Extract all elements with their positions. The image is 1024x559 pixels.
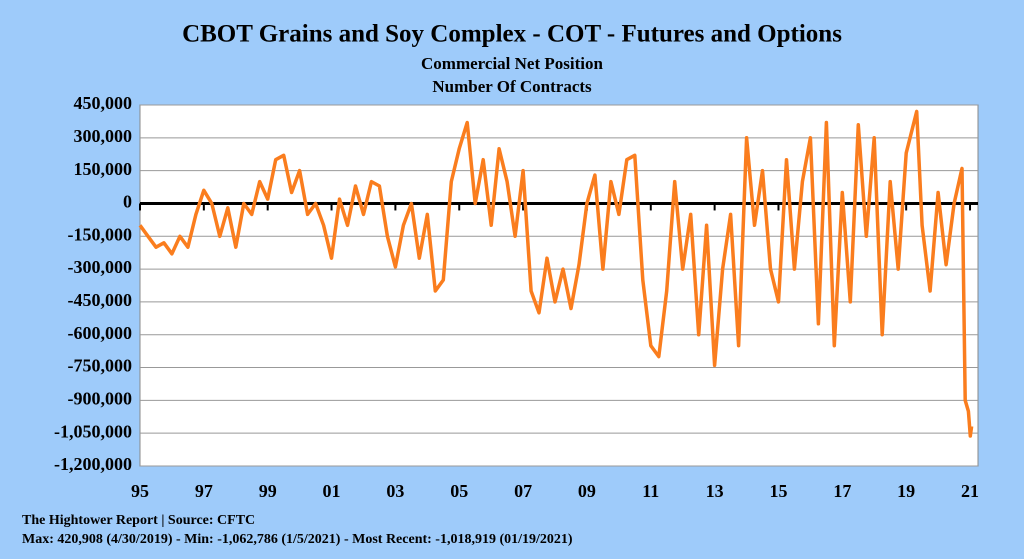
y-tick-label: 0: [123, 192, 132, 212]
x-tick-label: 01: [323, 481, 341, 501]
y-tick-label: -1,050,000: [54, 421, 132, 441]
x-tick-label: 15: [769, 481, 787, 501]
x-tick-label: 11: [642, 481, 659, 501]
x-tick-label: 09: [578, 481, 596, 501]
data-line: [138, 109, 974, 438]
y-tick-label: -750,000: [68, 356, 133, 376]
y-tick-label: -900,000: [68, 388, 133, 408]
x-tick-label: 19: [897, 481, 915, 501]
x-tick-label: 05: [450, 481, 468, 501]
y-tick-label: 150,000: [74, 159, 133, 179]
x-tick-label: 07: [514, 481, 532, 501]
x-tick-label: 13: [706, 481, 724, 501]
chart-title: CBOT Grains and Soy Complex - COT - Futu…: [182, 21, 842, 48]
y-tick-label: 300,000: [74, 126, 133, 146]
y-tick-label: -150,000: [68, 224, 133, 244]
y-tick-label: -300,000: [68, 257, 133, 277]
x-tick-label: 03: [386, 481, 404, 501]
footer-stats: Max: 420,908 (4/30/2019) - Min: -1,062,7…: [22, 532, 573, 547]
footer-source: The Hightower Report | Source: CFTC: [22, 513, 255, 528]
x-tick-label: 97: [195, 481, 213, 501]
y-tick-label: -600,000: [68, 323, 133, 343]
x-tick-label: 99: [259, 481, 277, 501]
x-tick-label: 17: [833, 481, 851, 501]
y-tick-label: -1,200,000: [54, 454, 132, 474]
x-tick-label: 21: [961, 481, 979, 501]
chart-subtitle: Number Of Contracts: [432, 77, 592, 96]
y-tick-label: -450,000: [68, 290, 133, 310]
x-tick-label: 95: [131, 481, 149, 501]
y-tick-label: 450,000: [74, 93, 133, 113]
chart-subtitle: Commercial Net Position: [421, 54, 603, 73]
